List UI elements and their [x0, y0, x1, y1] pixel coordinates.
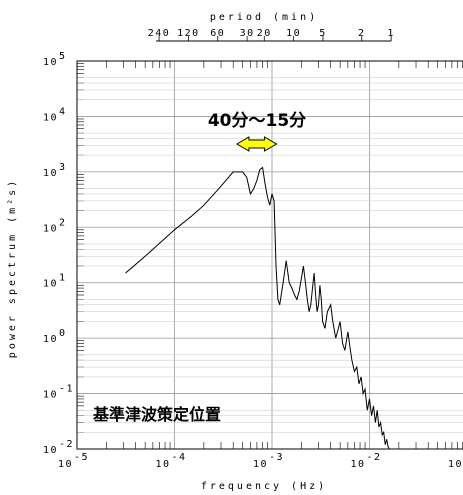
plot-frame [76, 60, 463, 450]
y-tick-label-base: 10 [43, 279, 58, 290]
spectrum-curve [125, 166, 390, 450]
period-tick-label: 1 [387, 28, 395, 39]
y-tick-label-exponent: 2 [59, 217, 67, 228]
x-tick-label-base: 10 [350, 459, 365, 470]
y-tick-label-exponent: -2 [59, 439, 74, 450]
x-tick-label-exponent: -2 [367, 452, 382, 463]
y-tick-label-exponent: 4 [59, 106, 67, 117]
x-tick-label-base: 10 [58, 459, 73, 470]
y-tick-label-base: 10 [43, 57, 58, 68]
period-tick-label: 60 [210, 28, 225, 39]
x-axis-label: frequency (Hz) [201, 481, 327, 492]
y-tick-label-base: 10 [43, 223, 58, 234]
x-axis-ticks: 10-510-410-310-210-1 [58, 452, 463, 470]
period-tick-label: 30 [240, 28, 255, 39]
period-tick-label: 2 [358, 28, 366, 39]
y-tick-label-exponent: 0 [59, 328, 67, 339]
period-tick-label: 5 [319, 28, 327, 39]
period-tick-label: 20 [257, 28, 272, 39]
y-tick-label-base: 10 [43, 334, 58, 345]
x-tick-label-exponent: -5 [74, 452, 89, 463]
period-axis-label: period (min) [210, 12, 318, 23]
y-tick-label-base: 10 [43, 168, 58, 179]
grid [77, 61, 463, 449]
period-tick-label: 240 [148, 28, 171, 39]
y-tick-label-exponent: 1 [59, 273, 67, 284]
x-tick-label-exponent: -3 [269, 452, 284, 463]
y-tick-label-base: 10 [43, 112, 58, 123]
x-tick-label-base: 10 [253, 459, 268, 470]
y-axis-label: power spectrum (m²s) [7, 178, 18, 358]
period-range-annotation: 40分～15分 [208, 111, 306, 131]
location-annotation: 基準津波策定位置 [92, 405, 221, 424]
x-tick-label-base: 10 [448, 459, 463, 470]
y-tick-label-exponent: -1 [59, 384, 74, 395]
x-tick-label-exponent: -4 [172, 452, 187, 463]
y-tick-label-base: 10 [43, 390, 58, 401]
y-tick-label-base: 10 [43, 445, 58, 456]
period-tick-label: 120 [177, 28, 200, 39]
period-axis: 240 120 60 30 20 10 5 2 1 [148, 28, 395, 42]
period-range-arrow [235, 136, 278, 152]
y-tick-label-exponent: 5 [59, 51, 67, 62]
period-tick-label: 10 [286, 28, 301, 39]
y-tick-label-exponent: 3 [59, 162, 67, 173]
double-arrow-shape [235, 136, 278, 152]
x-tick-label-base: 10 [155, 459, 170, 470]
